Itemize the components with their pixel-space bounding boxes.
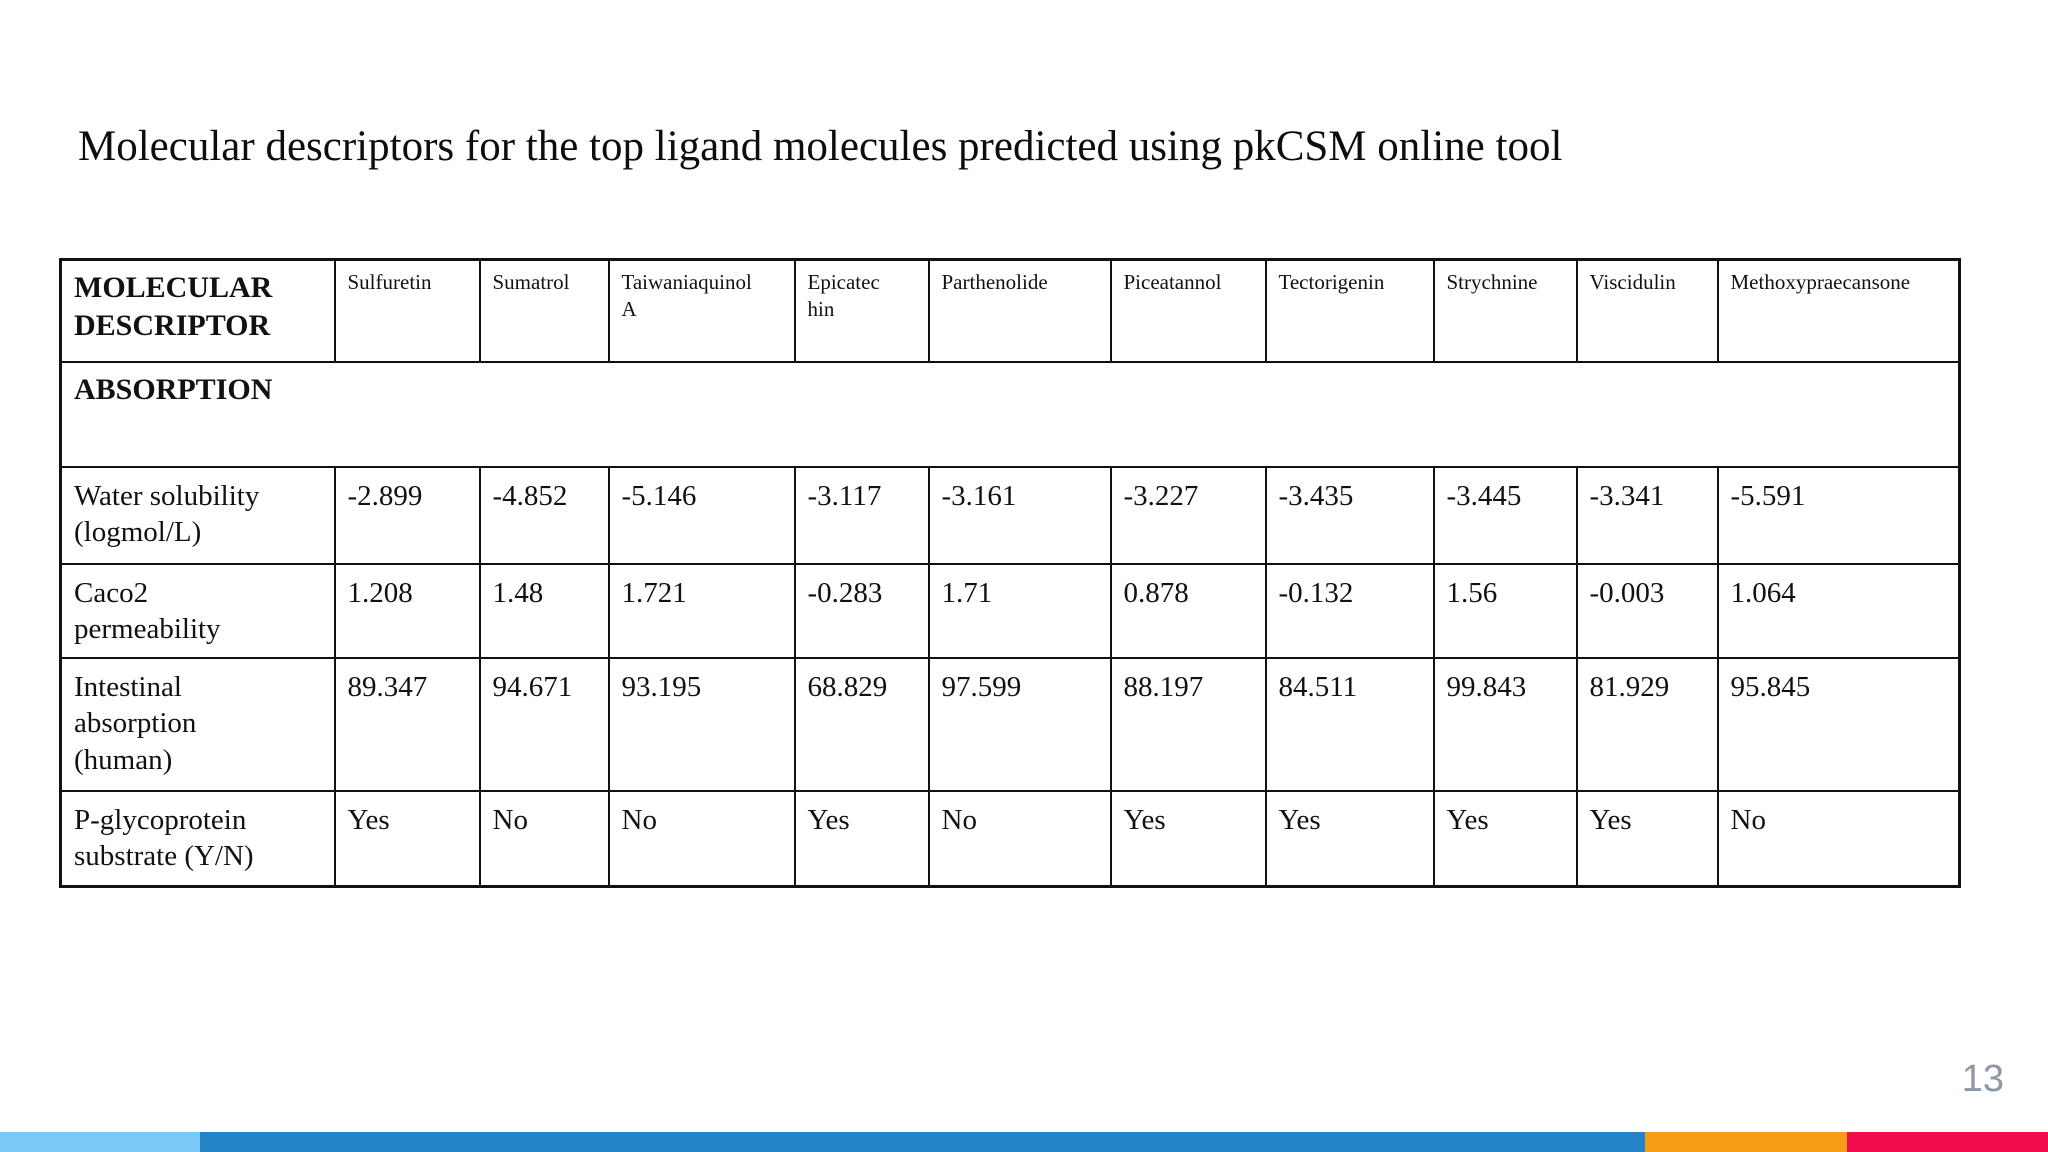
table-row: P-glycoprotein substrate (Y/N) Yes No No… [59, 790, 1961, 887]
column-header-ligand: Parthenolide [927, 258, 1112, 363]
row-label-intestinal-absorption: Intestinal absorption (human) [59, 657, 336, 792]
table-cell: 95.845 [1716, 657, 1961, 792]
table-cell: Yes [1432, 790, 1578, 887]
footer-bar-segment-blue [200, 1132, 1645, 1152]
table-cell: 68.829 [793, 657, 930, 792]
page-number: 13 [1961, 1058, 2004, 1100]
table-cell: Yes [1575, 790, 1719, 887]
table-cell: No [927, 790, 1112, 887]
table-cell: 88.197 [1109, 657, 1267, 792]
table-cell: 1.56 [1432, 562, 1578, 659]
footer-bar-segment-light-blue [0, 1132, 200, 1152]
row-label-caco2-permeability: Caco2 permeability [59, 562, 336, 659]
table-cell: -3.161 [927, 465, 1112, 565]
column-header-ligand: Sulfuretin [333, 258, 481, 363]
table-cell: -5.146 [607, 465, 796, 565]
column-header-ligand: Strychnine [1432, 258, 1578, 363]
table-cell: 84.511 [1264, 657, 1435, 792]
table-cell: -3.117 [793, 465, 930, 565]
column-header-descriptor: MOLECULAR DESCRIPTOR [59, 258, 336, 363]
table-cell: 89.347 [333, 657, 481, 792]
table-cell: 1.208 [333, 562, 481, 659]
table-header-row: MOLECULAR DESCRIPTOR Sulfuretin Sumatrol… [59, 258, 1961, 363]
column-header-ligand: Sumatrol [478, 258, 610, 363]
table-cell: 1.721 [607, 562, 796, 659]
table-cell: Yes [1264, 790, 1435, 887]
row-label-pglycoprotein-substrate: P-glycoprotein substrate (Y/N) [59, 790, 336, 887]
table-cell: 99.843 [1432, 657, 1578, 792]
table-row: Caco2 permeability 1.208 1.48 1.721 -0.2… [59, 562, 1961, 659]
table-cell: Yes [333, 790, 481, 887]
column-header-ligand: Taiwaniaquinol A [607, 258, 796, 363]
table-cell: Yes [1109, 790, 1267, 887]
table-cell: -4.852 [478, 465, 610, 565]
table-cell: 1.71 [927, 562, 1112, 659]
table-cell: -3.341 [1575, 465, 1719, 565]
footer-accent-bar [0, 1132, 2048, 1152]
table-cell: -3.445 [1432, 465, 1578, 565]
column-header-ligand: Epicatec hin [793, 258, 930, 363]
table-cell: -0.003 [1575, 562, 1719, 659]
table-cell: 1.064 [1716, 562, 1961, 659]
column-header-ligand: Viscidulin [1575, 258, 1719, 363]
row-label-water-solubility: Water solubility (logmol/L) [59, 465, 336, 565]
footer-bar-segment-crimson [1847, 1132, 2048, 1152]
table-cell: -3.435 [1264, 465, 1435, 565]
table-cell: 93.195 [607, 657, 796, 792]
table-cell: No [478, 790, 610, 887]
section-label: ABSORPTION [59, 360, 1961, 468]
table-cell: -3.227 [1109, 465, 1267, 565]
table-row: Intestinal absorption (human) 89.347 94.… [59, 657, 1961, 792]
table-cell: 0.878 [1109, 562, 1267, 659]
column-header-ligand: Tectorigenin [1264, 258, 1435, 363]
table-cell: 1.48 [478, 562, 610, 659]
table-cell: -0.283 [793, 562, 930, 659]
table-row: Water solubility (logmol/L) -2.899 -4.85… [59, 465, 1961, 565]
table-cell: -2.899 [333, 465, 481, 565]
column-header-ligand: Piceatannol [1109, 258, 1267, 363]
section-row-absorption: ABSORPTION [59, 360, 1961, 468]
table-cell: -5.591 [1716, 465, 1961, 565]
table-cell: No [607, 790, 796, 887]
table-cell: 81.929 [1575, 657, 1719, 792]
table-cell: 97.599 [927, 657, 1112, 792]
slide-title: Molecular descriptors for the top ligand… [78, 123, 1563, 170]
table-cell: -0.132 [1264, 562, 1435, 659]
table-cell: No [1716, 790, 1961, 887]
table-cell: Yes [793, 790, 930, 887]
molecular-descriptor-table: MOLECULAR DESCRIPTOR Sulfuretin Sumatrol… [59, 258, 1961, 888]
table-cell: 94.671 [478, 657, 610, 792]
footer-bar-segment-orange [1645, 1132, 1847, 1152]
column-header-ligand: Methoxypraecansone [1716, 258, 1961, 363]
